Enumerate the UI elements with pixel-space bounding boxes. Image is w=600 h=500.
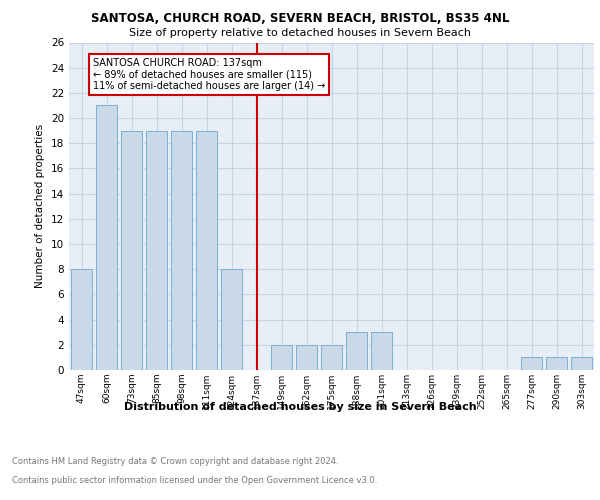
Bar [96, 106, 117, 370]
Bar [121, 130, 142, 370]
Text: SANTOSA, CHURCH ROAD, SEVERN BEACH, BRISTOL, BS35 4NL: SANTOSA, CHURCH ROAD, SEVERN BEACH, BRIS… [91, 12, 509, 26]
Bar [221, 269, 242, 370]
Bar [196, 130, 217, 370]
Bar [146, 130, 167, 370]
Bar [321, 345, 342, 370]
Bar [296, 345, 317, 370]
Text: Size of property relative to detached houses in Severn Beach: Size of property relative to detached ho… [129, 28, 471, 38]
Bar [521, 358, 542, 370]
Text: Contains public sector information licensed under the Open Government Licence v3: Contains public sector information licen… [12, 476, 377, 485]
Bar [571, 358, 592, 370]
Bar [71, 269, 92, 370]
Bar [171, 130, 192, 370]
Text: Distribution of detached houses by size in Severn Beach: Distribution of detached houses by size … [124, 402, 476, 412]
Bar [271, 345, 292, 370]
Bar [371, 332, 392, 370]
Text: Contains HM Land Registry data © Crown copyright and database right 2024.: Contains HM Land Registry data © Crown c… [12, 458, 338, 466]
Bar [346, 332, 367, 370]
Bar [546, 358, 567, 370]
Text: SANTOSA CHURCH ROAD: 137sqm
← 89% of detached houses are smaller (115)
11% of se: SANTOSA CHURCH ROAD: 137sqm ← 89% of det… [93, 58, 325, 91]
Y-axis label: Number of detached properties: Number of detached properties [35, 124, 46, 288]
